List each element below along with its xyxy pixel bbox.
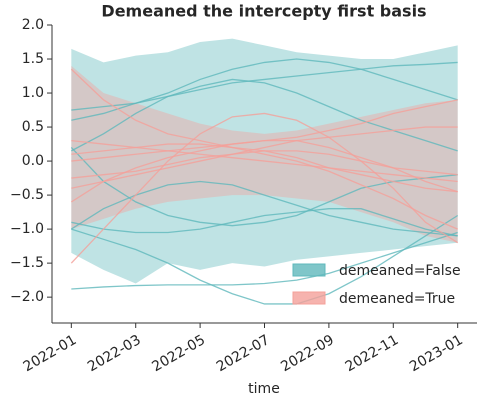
x-tick-label: 2022-01 [21, 332, 80, 375]
y-tick-label: −0.5 [10, 187, 44, 203]
legend-swatch [292, 263, 326, 277]
y-tick-label: 0.5 [22, 119, 44, 135]
x-tick-label: 2023-01 [407, 332, 466, 375]
legend-swatch [292, 291, 326, 305]
series-line [71, 58, 458, 121]
y-tick-label: −1.0 [10, 221, 44, 237]
legend-label: demeaned=True [339, 291, 455, 307]
y-tick-label: −1.5 [10, 255, 44, 271]
y-tick-label: 1.5 [22, 51, 44, 67]
series-line [71, 214, 459, 305]
series-line [71, 150, 458, 179]
y-tick-label: −2.0 [10, 289, 44, 305]
legend-label: demeaned=False [339, 263, 461, 279]
y-tick-label: 2.0 [22, 17, 44, 33]
x-tick-label: 2022-09 [278, 332, 337, 375]
y-tick-label: 0.0 [22, 153, 44, 169]
series-line [71, 208, 458, 237]
y-tick-label: 1.0 [22, 85, 44, 101]
series-line [70, 112, 459, 264]
series-line [71, 143, 458, 230]
x-tick-label: 2022-11 [343, 332, 402, 375]
x-tick-label: 2022-03 [85, 332, 144, 375]
x-axis-label: time [248, 381, 280, 397]
x-tick-label: 2022-07 [214, 332, 273, 375]
series-line [71, 126, 458, 189]
chart-title: Demeaned the intercepty first basis [101, 2, 426, 21]
series-line [71, 231, 458, 290]
x-tick-label: 2022-05 [149, 332, 208, 375]
